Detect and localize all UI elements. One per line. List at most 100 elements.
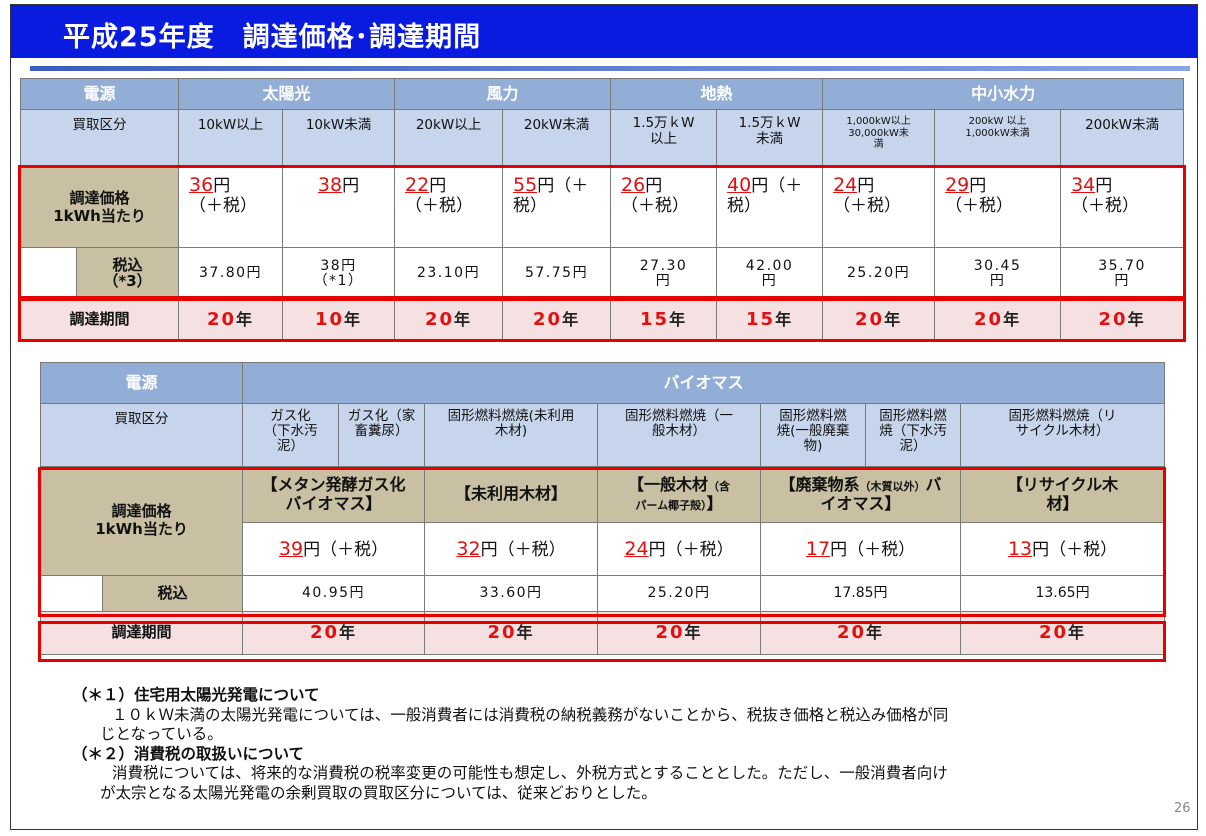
group-header-biomass: バイオマス xyxy=(242,362,1166,404)
price-cell: 39円（＋税） xyxy=(242,522,426,576)
price-unit: 円 （＋税） xyxy=(945,176,1014,217)
period-label: 調達期間 xyxy=(39,611,244,655)
category-col: 1.5万ｋW 以上 xyxy=(610,109,718,168)
price-number: 13 xyxy=(1007,537,1033,560)
solar-price-highlight xyxy=(18,165,1186,299)
price-cell: 26円 （＋税） xyxy=(610,167,718,248)
note-2-body: 消費税については、将来的な消費税の税率変更の可能性も想定し、外税方式とすることと… xyxy=(112,764,948,782)
period-cell: 20年 xyxy=(760,611,962,655)
price-cell: 24円 （＋税） xyxy=(822,167,936,248)
period-unit: 年 xyxy=(236,309,255,329)
group-header-wind: 風力 xyxy=(394,78,612,110)
price-unit: 円（＋ 税） xyxy=(727,176,803,217)
period-number: 20 xyxy=(533,308,563,330)
tax-included-value: 23.10円 xyxy=(394,247,504,300)
price-unit: 円 （＋税） xyxy=(189,176,258,217)
period-unit: 年 xyxy=(669,309,688,329)
biomass-period-highlight xyxy=(38,621,1166,662)
category-col: 固形燃料燃焼（リ サイクル木材） xyxy=(960,403,1166,467)
category-col: 固形燃料燃 焼(一般廃棄 物) xyxy=(760,403,867,467)
period-number: 20 xyxy=(309,622,340,644)
price-unit: 円（＋税） xyxy=(1032,539,1118,560)
solar-period-highlight xyxy=(18,298,1186,342)
category-col: 固形燃料燃焼（一 般木材） xyxy=(597,403,762,467)
note-2-heading: （＊２）消費税の取扱いについて xyxy=(72,744,305,763)
tax-label: 税込 xyxy=(101,575,244,612)
period-cell: 20年 xyxy=(822,299,936,340)
period-unit: 年 xyxy=(1127,309,1146,329)
period-number: 20 xyxy=(487,622,517,644)
price-cell: 13円（＋税） xyxy=(960,522,1166,576)
category-col: 20kW未満 xyxy=(502,109,612,168)
biomass-category: 【メタン発酵ガス化 バイオマス】 xyxy=(242,466,426,523)
price-number: 34 xyxy=(1071,174,1096,196)
biomass-category: 【リサイクル木 材】 xyxy=(960,466,1166,523)
period-cell: 20年 xyxy=(502,299,612,340)
price-number: 55 xyxy=(513,174,538,196)
price-unit: 円 （＋税） xyxy=(405,176,474,217)
category-col: ガス化（家 畜糞尿） xyxy=(338,403,426,467)
period-cell: 20年 xyxy=(597,611,762,655)
category-col: 固形燃料燃 焼（下水汚 泥） xyxy=(865,403,962,467)
price-cell: 36円 （＋税） xyxy=(178,167,284,248)
price-cell: 38円 xyxy=(282,167,396,248)
category-note: （木質以外） xyxy=(859,479,926,493)
footnotes: （＊１）住宅用太陽光発電について １０ｋＷ未満の太陽光発電については、一般消費者… xyxy=(72,686,1132,803)
group-header-geothermal: 地熱 xyxy=(610,78,824,110)
biomass-price-highlight xyxy=(38,467,1166,617)
period-cell: 20年 xyxy=(960,611,1166,655)
period-unit: 年 xyxy=(884,309,903,329)
tax-label: 税込 （*3） xyxy=(75,247,180,300)
tax-included-value: 35.70 円 xyxy=(1060,247,1185,300)
period-number: 15 xyxy=(746,308,776,330)
category-col: 固形燃料燃焼(未利用 木材) xyxy=(424,403,599,467)
note-2-continued: が太宗となる太陽光発電の余剰買取の買取区分については、従来どおりとした。 xyxy=(100,783,657,802)
source-header: 電源 xyxy=(39,362,244,404)
price-number: 38 xyxy=(317,174,343,196)
price-cell: 55円（＋ 税） xyxy=(502,167,612,248)
blank-cell xyxy=(20,247,77,300)
period-number: 20 xyxy=(206,308,237,330)
tax-included-value: 27.30 円 xyxy=(610,247,718,300)
price-number: 39 xyxy=(278,537,304,560)
price-unit: 円（＋税） xyxy=(648,539,734,560)
price-number: 17 xyxy=(805,537,831,560)
price-label: 調達価格 1kWh当たり xyxy=(39,466,244,576)
period-unit: 年 xyxy=(339,623,358,643)
price-unit: 円 （＋税） xyxy=(621,176,690,217)
source-header: 電源 xyxy=(19,78,180,110)
price-unit: 円 （＋税） xyxy=(1071,176,1140,217)
category-label: 買取区分 xyxy=(19,109,180,168)
price-cell: 24円（＋税） xyxy=(597,522,762,576)
note-1-heading: （＊１）住宅用太陽光発電について xyxy=(72,686,320,704)
period-unit: 年 xyxy=(775,309,794,329)
price-cell: 17円（＋税） xyxy=(760,522,962,576)
price-cell: 29円 （＋税） xyxy=(934,167,1062,248)
category-main: 【一般木材 xyxy=(628,474,709,494)
page-title: 平成25年度 調達価格･調達期間 xyxy=(63,22,482,53)
period-number: 20 xyxy=(836,622,867,644)
period-number: 15 xyxy=(640,308,670,330)
biomass-category: 【廃棄物系（木質以外）バ イオマス】 xyxy=(760,466,962,523)
period-number: 20 xyxy=(655,622,685,644)
tax-included-value: 57.75円 xyxy=(502,247,612,300)
category-col: 20kW以上 xyxy=(394,109,504,168)
price-unit: 円 xyxy=(342,176,360,196)
tax-included-value: 13.65円 xyxy=(960,575,1166,612)
period-cell: 15年 xyxy=(610,299,718,340)
note-1-continued: じとなっている。 xyxy=(100,725,223,743)
tax-included-value: 17.85円 xyxy=(760,575,962,612)
title-bar: 平成25年度 調達価格･調達期間 xyxy=(11,5,1197,58)
price-number: 36 xyxy=(189,174,214,196)
tax-included-value: 40.95円 xyxy=(242,575,426,612)
period-unit: 年 xyxy=(516,623,535,643)
tax-included-value: 30.45 円 xyxy=(934,247,1062,300)
tax-included-value: 33.60円 xyxy=(424,575,599,612)
category-end: 】 xyxy=(706,493,723,513)
price-number: 24 xyxy=(833,174,858,196)
title-underline xyxy=(30,66,1190,71)
category-label: 買取区分 xyxy=(39,403,244,467)
category-note: （含 パーム椰子殻） xyxy=(635,479,731,512)
category-col: 1.5万ｋW 未満 xyxy=(716,109,824,168)
price-number: 32 xyxy=(456,537,481,560)
